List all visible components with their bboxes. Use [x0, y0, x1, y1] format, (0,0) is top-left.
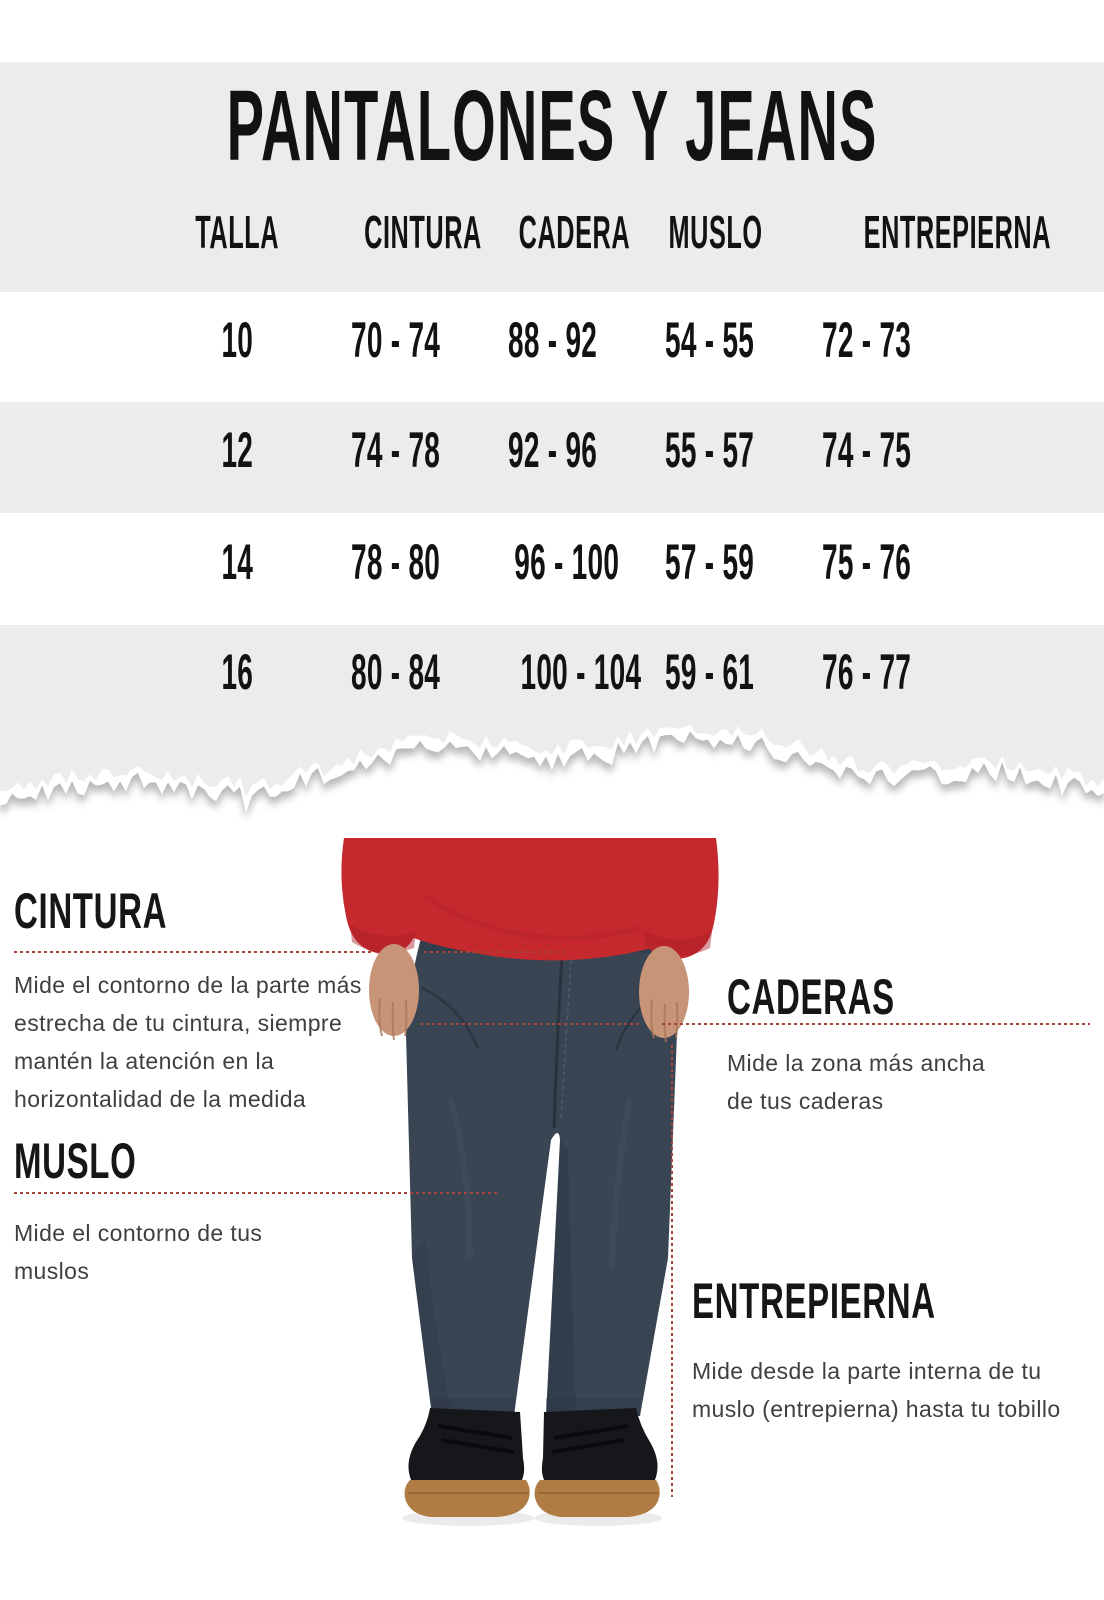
- table-row-size-16: 16 80 - 84 100 - 104 59 - 61 76 - 77: [159, 642, 944, 702]
- cell-cintura: 80 - 84: [351, 644, 441, 700]
- guide-caderas: CADERAS Mide la zona más ancha de tus ca…: [727, 968, 997, 1120]
- guide-muslo-title: MUSLO: [14, 1133, 137, 1189]
- guide-cintura-description: Mide el contorno de la parte más estrech…: [14, 972, 362, 1112]
- torn-paper-fiber: [0, 700, 1104, 813]
- guide-caderas-description: Mide la zona más ancha de tus caderas: [727, 1050, 986, 1114]
- sweatshirt: [341, 838, 719, 961]
- measure-line-cintura: [424, 951, 568, 953]
- cell-entrepierna: 72 - 73: [822, 312, 912, 368]
- cell-entrepierna: 76 - 77: [822, 644, 912, 700]
- cell-cintura: 74 - 78: [351, 422, 441, 478]
- guide-muslo-description: Mide el contorno de tus muslos: [14, 1220, 263, 1284]
- cell-cadera: 88 - 92: [508, 312, 598, 368]
- cell-entrepierna: 75 - 76: [822, 534, 912, 590]
- measure-line-cintura: [14, 951, 372, 953]
- cell-talla: 12: [221, 422, 254, 478]
- guide-entrepierna: ENTREPIERNA Mide desde la parte interna …: [692, 1272, 1092, 1428]
- page-title: PANTALONES Y JEANS: [226, 69, 878, 182]
- model-photo: [330, 838, 730, 1538]
- guide-cintura-title: CINTURA: [14, 883, 168, 939]
- guide-muslo: MUSLO Mide el contorno de tus muslos: [14, 1132, 284, 1290]
- table-row-size-10: 10 70 - 74 88 - 92 54 - 55 72 - 73: [159, 310, 944, 370]
- table-row-size-14: 14 78 - 80 96 - 100 57 - 59 75 - 76: [159, 532, 944, 592]
- cell-muslo: 57 - 59: [665, 534, 755, 590]
- measure-line-entrepierna: [671, 1045, 673, 1497]
- model-photo-svg: [341, 838, 719, 1526]
- col-header-cadera: CADERA: [518, 206, 631, 258]
- cell-talla: 10: [221, 312, 254, 368]
- cell-cintura: 70 - 74: [351, 312, 441, 368]
- guide-caderas-title: CADERAS: [727, 969, 895, 1025]
- table-row-band: [0, 292, 1104, 402]
- cell-muslo: 55 - 57: [665, 422, 755, 478]
- col-header-cintura: CINTURA: [364, 206, 482, 258]
- table-row-band: [0, 513, 1104, 625]
- measure-line-muslo: [14, 1192, 497, 1194]
- cell-cadera: 100 - 104: [520, 644, 642, 700]
- cell-talla: 14: [221, 534, 254, 590]
- shoe-left: [402, 1408, 534, 1526]
- hand-left-icon: [369, 944, 419, 1041]
- guide-entrepierna-title: ENTREPIERNA: [692, 1273, 936, 1329]
- size-table-panel: PANTALONES Y JEANS TALLA CINTURA CADERA …: [0, 62, 1104, 700]
- cell-entrepierna: 74 - 75: [822, 422, 912, 478]
- cell-talla: 16: [221, 644, 254, 700]
- torn-paper-sheet: [0, 700, 1104, 797]
- measure-line-caderas: [662, 1023, 1090, 1025]
- guide-entrepierna-description: Mide desde la parte interna de tu muslo …: [692, 1358, 1061, 1422]
- cell-cadera: 92 - 96: [508, 422, 598, 478]
- shoe-right: [534, 1408, 662, 1526]
- guide-cintura: CINTURA Mide el contorno de la parte más…: [14, 882, 366, 1118]
- table-header-row: TALLA CINTURA CADERA MUSLO ENTREPIERNA: [159, 202, 1051, 262]
- torn-paper-edge: [0, 700, 1104, 813]
- cell-cadera: 96 - 100: [514, 534, 620, 590]
- cell-cintura: 78 - 80: [351, 534, 441, 590]
- cell-muslo: 59 - 61: [665, 644, 755, 700]
- page-title-wrap: PANTALONES Y JEANS: [0, 70, 1104, 182]
- jeans: [406, 934, 678, 1416]
- cell-muslo: 54 - 55: [665, 312, 755, 368]
- col-header-entrepierna: ENTREPIERNA: [863, 206, 1052, 258]
- table-row-size-12: 12 74 - 78 92 - 96 55 - 57 74 - 75: [159, 420, 944, 480]
- col-header-talla: TALLA: [195, 206, 280, 258]
- col-header-muslo: MUSLO: [668, 206, 763, 258]
- measure-line-caderas: [420, 1023, 640, 1025]
